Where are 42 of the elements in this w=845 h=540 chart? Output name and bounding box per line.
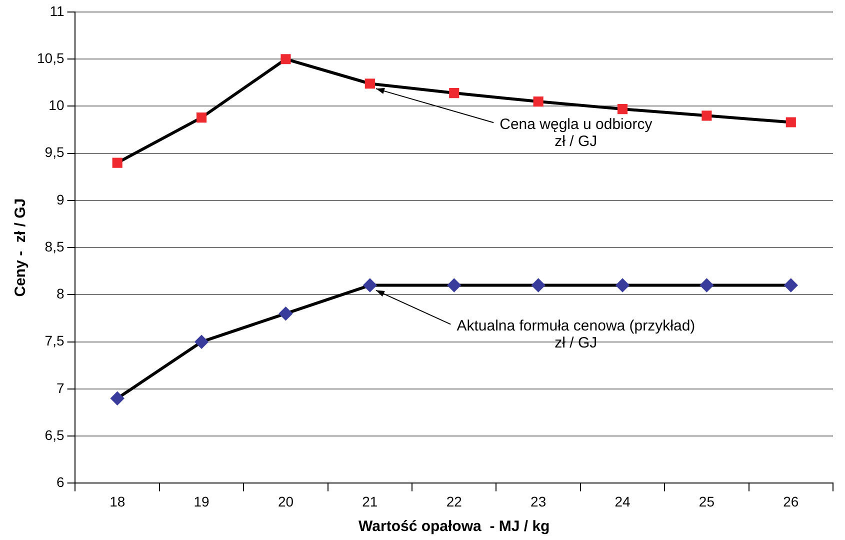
y-tick-label: 11 <box>50 2 64 19</box>
x-tick-label: 25 <box>698 493 715 510</box>
point <box>702 110 712 121</box>
x-tick-label: 23 <box>530 493 546 510</box>
x-tick-label: 20 <box>278 493 294 510</box>
x-tick-label: 19 <box>194 493 210 510</box>
y-tick-label: 7,5 <box>44 332 64 349</box>
x-axis-title: Wartość opałowa - MJ / kg <box>358 518 550 536</box>
point <box>448 278 461 292</box>
y-tick-label: 7 <box>56 380 64 396</box>
x-tick-label: 26 <box>783 493 799 510</box>
point <box>363 278 376 292</box>
point <box>110 392 124 405</box>
y-tick-label: 9,5 <box>44 144 64 160</box>
point <box>786 117 796 128</box>
point <box>195 335 208 348</box>
point <box>196 112 207 123</box>
x-tick-label: 18 <box>110 493 126 510</box>
point <box>532 278 545 292</box>
point <box>616 278 630 292</box>
y-tick-label: 6 <box>56 474 64 490</box>
y-tick-label: 9 <box>56 191 64 208</box>
y-tick-label: 10,5 <box>37 50 64 66</box>
point <box>449 88 460 98</box>
point <box>700 278 714 292</box>
y-axis-title: Ceny - zł / GJ <box>12 198 30 297</box>
x-tick-label: 21 <box>362 493 378 510</box>
point <box>784 278 798 292</box>
point <box>112 158 122 168</box>
point <box>617 104 628 114</box>
y-tick-label: 8 <box>56 286 64 302</box>
point <box>533 96 544 107</box>
point <box>280 54 291 64</box>
point <box>279 307 292 320</box>
x-tick-label: 22 <box>446 493 462 510</box>
x-tick-label: 24 <box>614 493 631 510</box>
annotation: Aktualna formuła cenowa (przykład) zł / GJ <box>456 317 696 352</box>
y-tick-label: 10 <box>48 97 64 114</box>
y-tick-label: 8,5 <box>44 238 64 254</box>
annotation: Cena węgla u odbiorcy zł / GJ <box>500 116 653 150</box>
y-tick-label: 6,5 <box>44 426 64 443</box>
point <box>364 78 375 89</box>
